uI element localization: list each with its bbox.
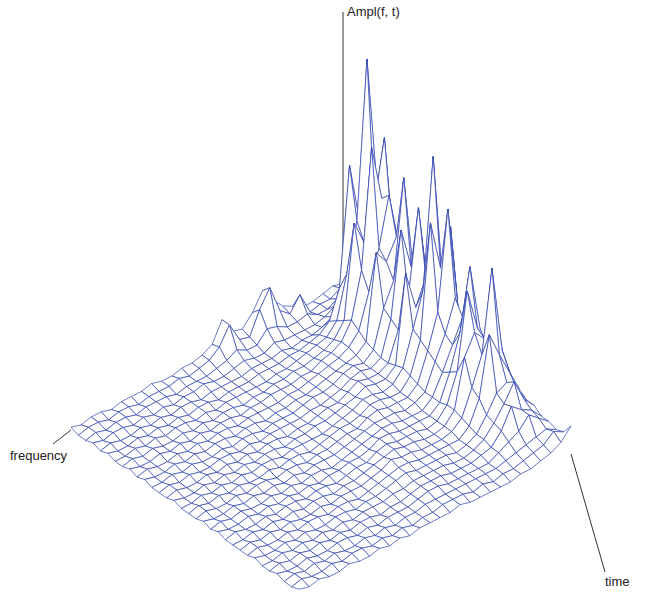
frequency-label: frequency [10,448,68,463]
surface-cell [292,579,309,589]
z-label: Ampl(f, t) [347,4,400,19]
frequency-axis [53,430,71,444]
time-label: time [605,574,630,589]
surface [71,59,571,589]
labels: Ampl(f, t) frequency time [10,4,630,589]
axes [53,12,605,572]
chart: Ampl(f, t) frequency time [0,0,649,609]
time-axis [571,454,605,572]
